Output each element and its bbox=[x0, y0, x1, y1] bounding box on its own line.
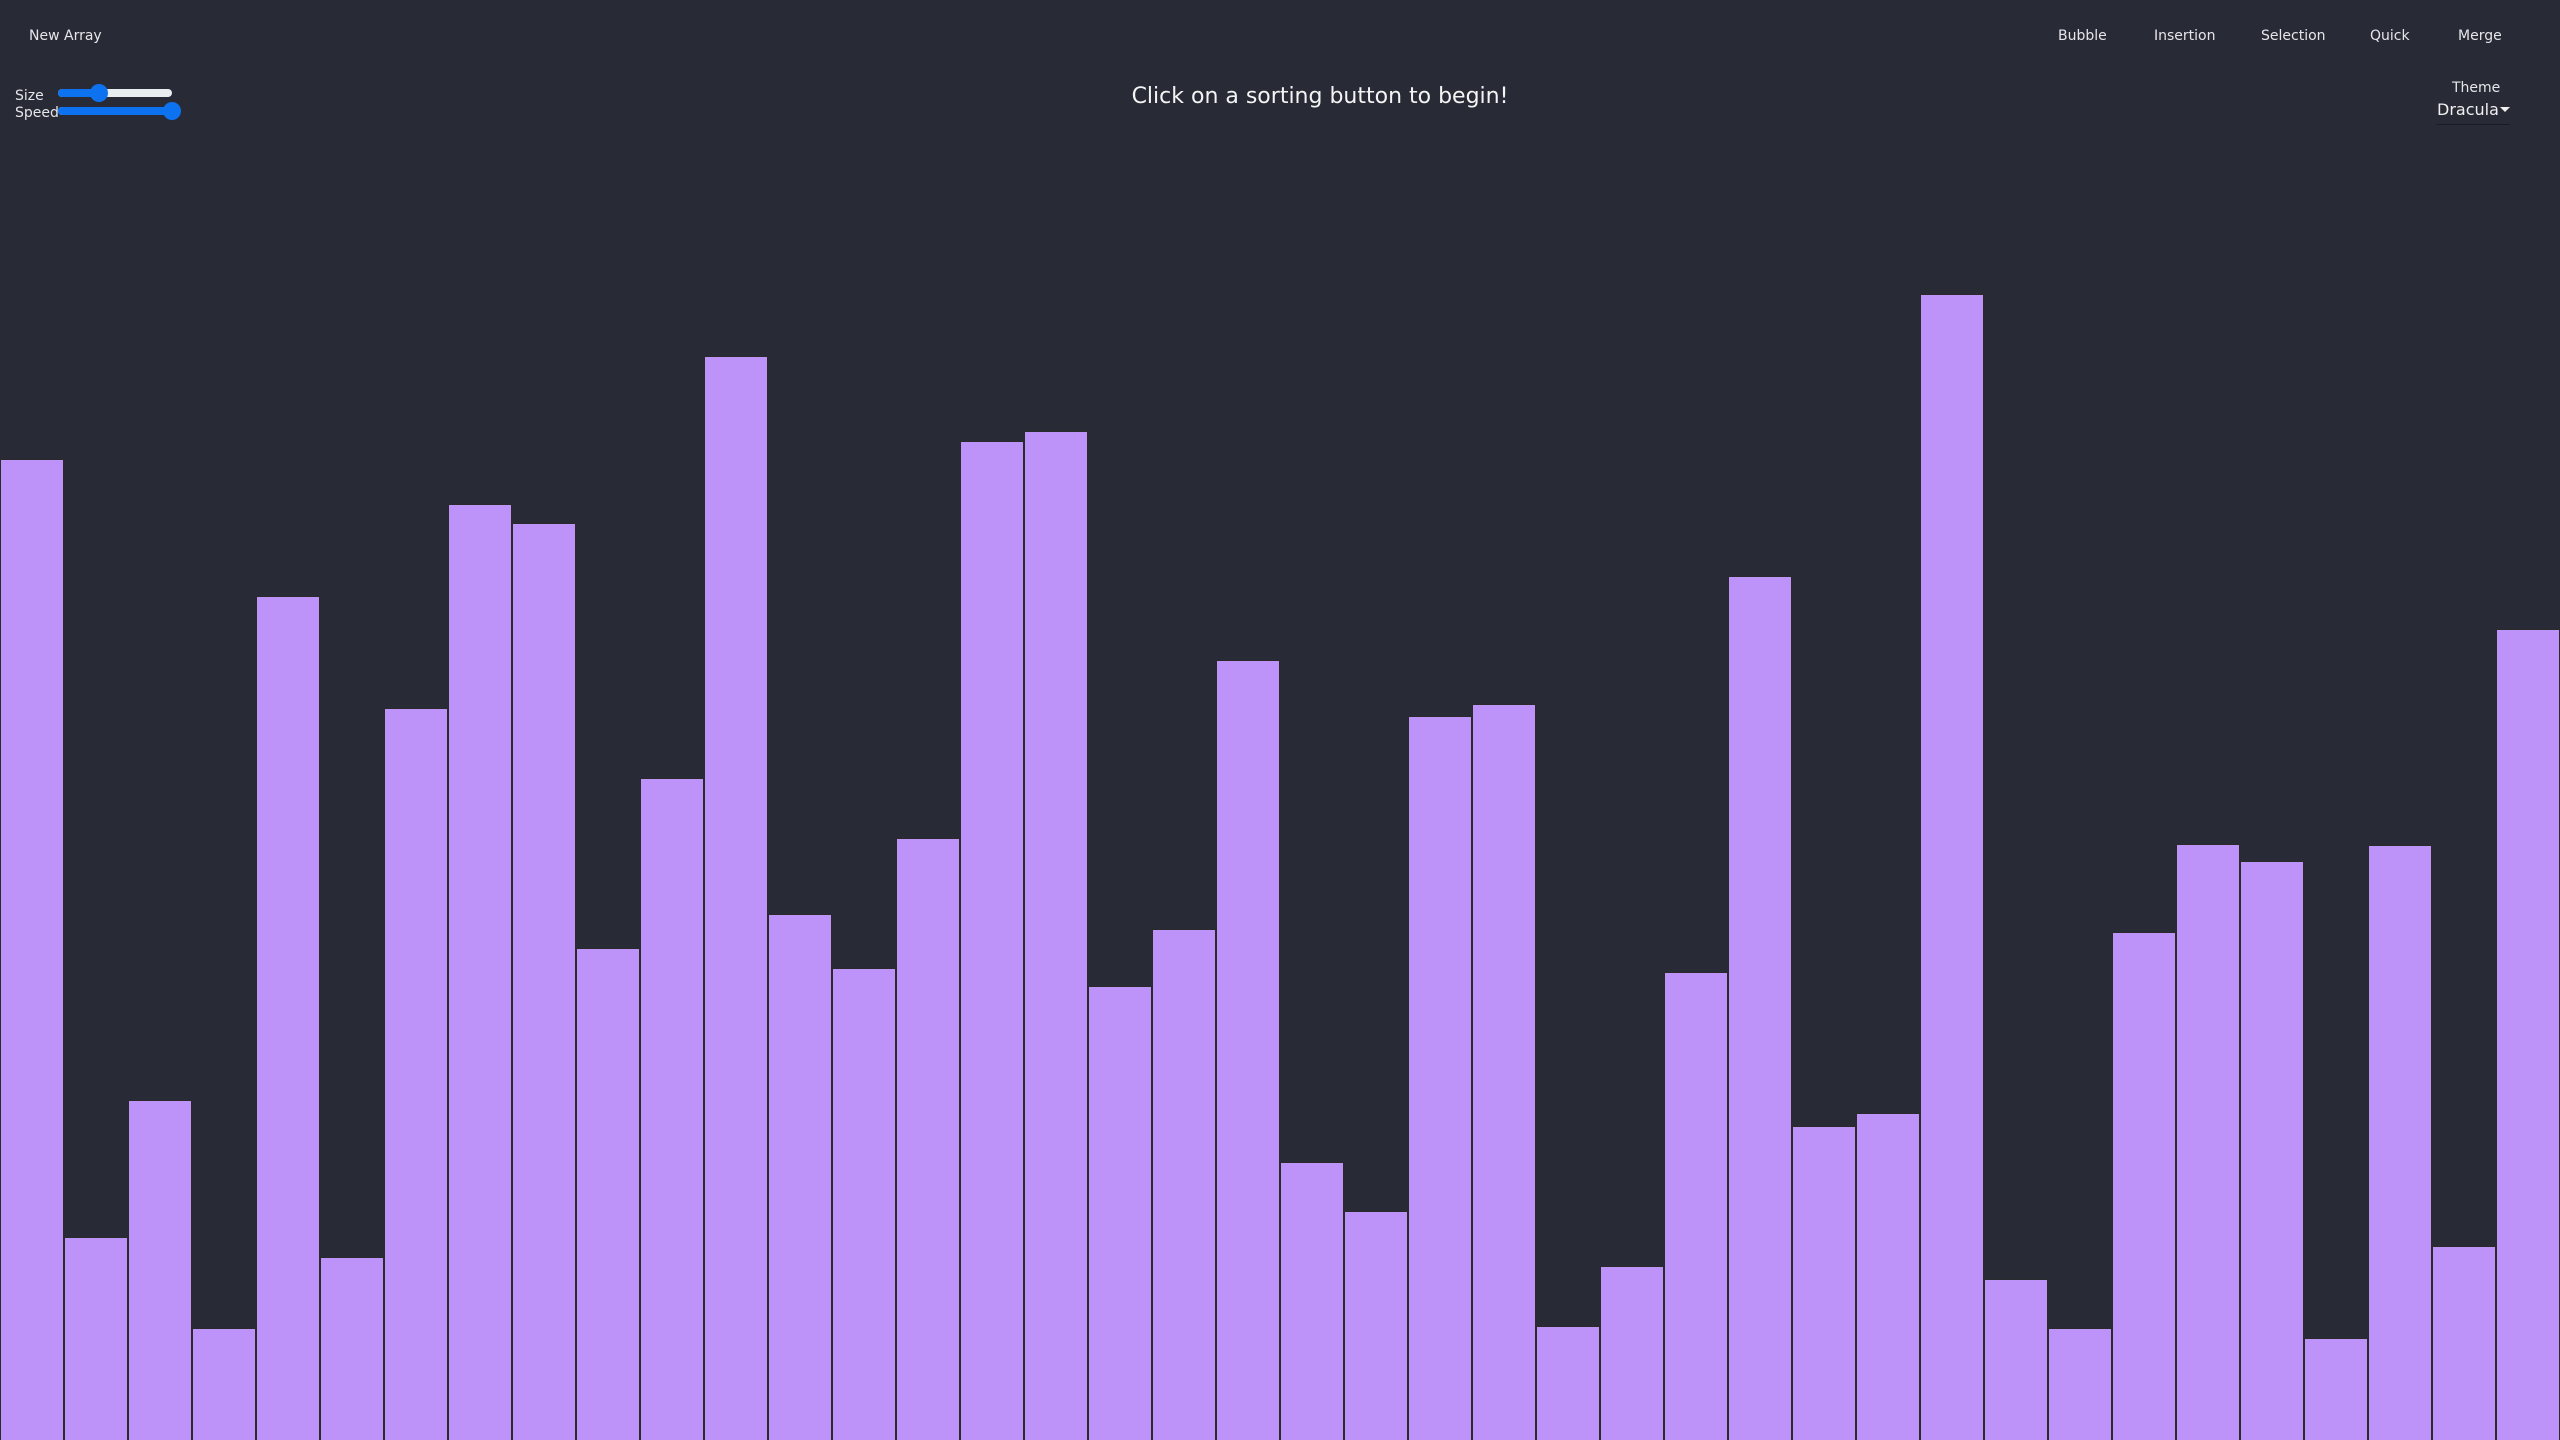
array-bar bbox=[1216, 659, 1280, 1440]
array-bar bbox=[320, 1257, 384, 1440]
quick-sort-button[interactable]: Quick bbox=[2370, 28, 2410, 44]
status-message: Click on a sorting button to begin! bbox=[1131, 84, 1509, 109]
array-bar bbox=[2176, 843, 2240, 1440]
array-bar bbox=[1280, 1162, 1344, 1440]
array-bar bbox=[1024, 430, 1088, 1440]
array-bar bbox=[832, 967, 896, 1440]
array-bar bbox=[2368, 845, 2432, 1440]
size-label: Size bbox=[15, 88, 44, 104]
array-bar bbox=[960, 440, 1024, 1440]
array-bar bbox=[896, 838, 960, 1440]
speed-slider-thumb[interactable] bbox=[163, 102, 181, 120]
array-bar bbox=[1152, 928, 1216, 1440]
array-bar bbox=[1728, 576, 1792, 1440]
array-bar bbox=[1344, 1211, 1408, 1440]
array-bar bbox=[1856, 1113, 1920, 1440]
array-bar bbox=[576, 947, 640, 1440]
theme-label: Theme bbox=[2452, 80, 2501, 96]
array-bar bbox=[256, 596, 320, 1440]
merge-sort-button[interactable]: Merge bbox=[2458, 28, 2502, 44]
array-bar bbox=[0, 459, 64, 1440]
array-bar bbox=[128, 1100, 192, 1440]
array-bar bbox=[1792, 1126, 1856, 1440]
selection-sort-button[interactable]: Selection bbox=[2261, 28, 2326, 44]
bubble-sort-button[interactable]: Bubble bbox=[2058, 28, 2107, 44]
speed-label: Speed bbox=[15, 105, 59, 121]
array-bar bbox=[2240, 861, 2304, 1440]
array-bar bbox=[1408, 715, 1472, 1440]
array-bar bbox=[1472, 704, 1536, 1440]
array-bar bbox=[2112, 931, 2176, 1440]
array-bar bbox=[1920, 293, 1984, 1440]
new-array-button[interactable]: New Array bbox=[29, 28, 102, 44]
array-bar bbox=[1984, 1278, 2048, 1440]
chevron-down-icon bbox=[2500, 107, 2510, 112]
array-bar bbox=[1600, 1265, 1664, 1440]
array-bar bbox=[448, 504, 512, 1440]
size-slider[interactable] bbox=[58, 84, 172, 102]
speed-slider[interactable] bbox=[58, 102, 181, 120]
array-bar bbox=[704, 355, 768, 1440]
size-slider-fill bbox=[58, 89, 100, 97]
array-bar bbox=[2432, 1245, 2496, 1440]
array-bar bbox=[1536, 1326, 1600, 1440]
array-bar bbox=[2048, 1327, 2112, 1440]
theme-selected-value: Dracula bbox=[2437, 100, 2499, 119]
array-bar bbox=[1088, 986, 1152, 1440]
size-slider-thumb[interactable] bbox=[90, 84, 109, 102]
theme-select[interactable]: Dracula bbox=[2436, 98, 2510, 125]
array-bar bbox=[2304, 1337, 2368, 1440]
array-bar bbox=[512, 522, 576, 1440]
array-bar bbox=[1664, 972, 1728, 1440]
array-bar bbox=[640, 777, 704, 1440]
array-bar bbox=[384, 708, 448, 1440]
array-bar bbox=[64, 1236, 128, 1440]
array-bar bbox=[192, 1327, 256, 1440]
array-bar bbox=[2496, 629, 2560, 1440]
array-bar bbox=[768, 914, 832, 1440]
insertion-sort-button[interactable]: Insertion bbox=[2154, 28, 2216, 44]
speed-slider-fill bbox=[58, 107, 172, 115]
